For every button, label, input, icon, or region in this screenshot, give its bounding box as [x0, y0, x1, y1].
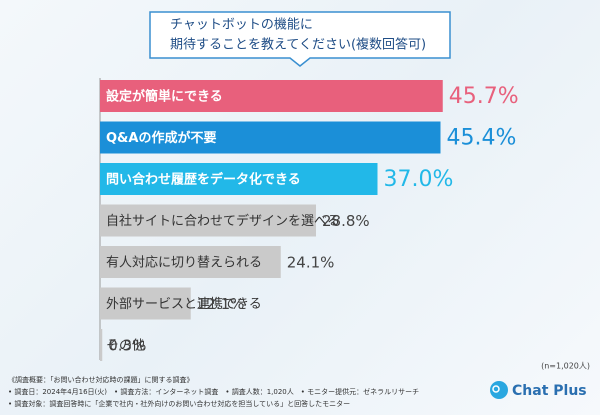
- footnote: • 調査対象：調査回答時に「企業で社内・社外向けのお問い合わせ対応を担当している…: [8, 399, 350, 408]
- bar: [100, 80, 443, 112]
- bar: [100, 163, 378, 195]
- category-label: 設定が簡単にできる: [106, 89, 223, 105]
- sample-note: (n=1,020人): [541, 362, 590, 371]
- footnote: • 調査日：2024年4月16日(火) • 調査方法：インターネット調査 • 調…: [8, 387, 419, 396]
- bar: [100, 329, 103, 361]
- value-label: 12.1%: [197, 295, 245, 313]
- footnote: 《調査概要：「お問い合わせ対応時の課題」に関する調査》: [8, 375, 194, 384]
- value-label: 0.3%: [108, 337, 146, 355]
- chart-subtitle: 期待することを教えてください(複数回答可): [170, 37, 426, 53]
- value-label: 24.1%: [287, 254, 335, 272]
- value-label: 28.8%: [322, 212, 370, 230]
- logo-text: Chat Plus: [512, 383, 587, 399]
- logo: [490, 381, 508, 399]
- category-label: Q&Aの作成が不要: [106, 130, 216, 146]
- bar: [100, 121, 441, 154]
- category-label: 自社サイトに合わせてデザインを選べる: [106, 213, 340, 229]
- chart-title: チャットボットの機能に: [170, 18, 313, 33]
- title-box: [149, 11, 451, 67]
- bar: [100, 287, 191, 320]
- category-label: その他: [106, 339, 145, 354]
- bar: [100, 246, 281, 278]
- category-label: 問い合わせ履歴をデータ化できる: [106, 172, 301, 188]
- value-label: 45.4%: [447, 126, 517, 151]
- value-label: 37.0%: [384, 167, 454, 192]
- value-label: 45.7%: [449, 84, 519, 109]
- bar: [100, 204, 316, 237]
- category-label: 有人対応に切り替えられる: [106, 256, 262, 271]
- category-label: 外部サービスと連携できる: [106, 296, 262, 312]
